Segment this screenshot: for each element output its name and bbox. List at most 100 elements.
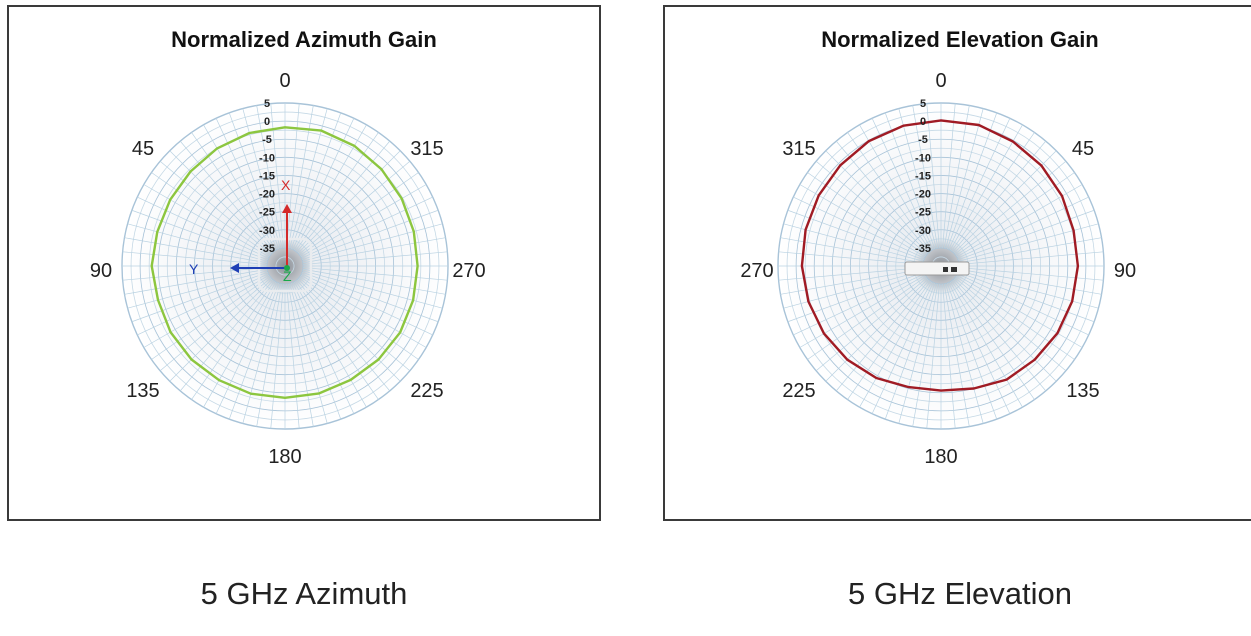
- grid-spoke: [951, 132, 1035, 252]
- grid-spoke: [859, 281, 933, 408]
- grid-spoke: [778, 267, 923, 281]
- elevation-polar-plot: 50-5-10-15-20-25-30-35045901351802252703…: [740, 70, 1136, 468]
- grid-spoke: [122, 251, 267, 265]
- grid-spoke: [949, 281, 1023, 408]
- angle-label: 225: [410, 380, 443, 402]
- grid-spoke: [957, 271, 1095, 323]
- device-body: [904, 261, 970, 276]
- grid-spoke: [799, 274, 926, 348]
- grid-spoke: [943, 105, 970, 249]
- grid-spoke: [292, 282, 355, 414]
- grid-spoke: [847, 132, 931, 252]
- grid-spoke: [958, 270, 1099, 309]
- x-axis-label: X: [281, 177, 291, 193]
- grid-spoke: [286, 284, 300, 429]
- grid-spoke: [302, 270, 443, 309]
- ring-label: -35: [259, 243, 275, 255]
- grid-spoke: [256, 283, 283, 427]
- grid-spoke: [912, 105, 939, 249]
- grid-spoke: [926, 284, 940, 429]
- grid-spoke: [301, 196, 433, 259]
- elevation-chart-panel: Normalized Elevation Gain 5 0 -5 -10 -15 -20-…: [663, 5, 1251, 521]
- ring-label: -25: [915, 207, 931, 219]
- grid-spoke: [871, 118, 934, 250]
- grid-spoke: [302, 223, 443, 262]
- azimuth-chart-panel: Normalized Azimuth Gain 5 0 -5 -10 -15 -20 -25…: [7, 5, 601, 521]
- grid-spoke: [956, 274, 1083, 348]
- grid-spoke: [124, 268, 268, 295]
- grid-spoke: [302, 237, 446, 264]
- grid-spoke: [793, 273, 925, 336]
- ring-label: -15: [915, 170, 931, 182]
- ring-label: 5: [920, 98, 926, 110]
- grid-spoke: [959, 251, 1104, 265]
- grid-spoke: [256, 105, 283, 249]
- grid-spoke: [815, 277, 928, 372]
- ring-label: -20: [259, 189, 275, 201]
- grid-spoke: [799, 184, 926, 258]
- x-arrow-head: [282, 204, 292, 213]
- angle-label: 315: [782, 138, 815, 160]
- grid-spoke: [926, 103, 940, 248]
- angle-label: 90: [1114, 260, 1136, 282]
- grid-spoke: [807, 276, 927, 360]
- grid-spoke: [293, 281, 367, 408]
- grid-spoke: [780, 268, 924, 295]
- grid-spoke: [959, 267, 1104, 281]
- elevation-chart-title: Normalized Elevation Gain: [821, 27, 1099, 52]
- ring-label: -5: [262, 134, 272, 146]
- grid-spoke: [302, 268, 446, 295]
- grid-spoke: [228, 112, 280, 250]
- ring-label: 5: [264, 98, 270, 110]
- grid-spoke: [945, 283, 984, 424]
- grid-spoke: [957, 273, 1089, 336]
- angle-label: 0: [279, 70, 290, 92]
- grid-spoke: [124, 237, 268, 264]
- grid-spoke: [301, 271, 439, 323]
- grid-spoke: [783, 223, 924, 262]
- grid-spoke: [954, 160, 1067, 255]
- grid-spoke: [943, 283, 970, 427]
- ring-label: -10: [259, 152, 275, 164]
- grid-spoke: [958, 223, 1099, 262]
- grid-spoke: [169, 150, 273, 254]
- grid-spoke: [787, 271, 925, 323]
- grid-spoke: [169, 278, 273, 382]
- grid-spoke: [300, 184, 427, 258]
- grid-spoke: [296, 279, 391, 392]
- grid-spoke: [127, 223, 268, 262]
- grid-spoke: [871, 282, 934, 414]
- grid-spoke: [859, 124, 933, 251]
- azimuth-caption: 5 GHz Azimuth: [200, 576, 408, 611]
- z-axis-dot: [284, 265, 290, 271]
- grid-spoke: [958, 237, 1102, 264]
- grid-spoke: [137, 196, 269, 259]
- grid-spoke: [955, 276, 1075, 360]
- grid-spoke: [127, 270, 268, 309]
- grid-spoke: [884, 112, 936, 250]
- device-outline: [257, 237, 313, 293]
- grid-spoke: [898, 283, 937, 424]
- grid-spoke: [131, 271, 269, 323]
- grid-spoke: [289, 283, 328, 424]
- angle-label: 180: [924, 446, 957, 468]
- ring-label: -20: [915, 189, 931, 201]
- ring-label: -15: [259, 170, 275, 182]
- grid-spoke: [179, 279, 274, 392]
- grid-spoke: [215, 118, 278, 250]
- grid-spoke: [290, 282, 342, 420]
- grid-spoke: [299, 276, 419, 360]
- polar-grid: [121, 102, 449, 430]
- grid-spoke: [191, 132, 275, 252]
- grid-spoke: [912, 283, 939, 427]
- angle-label: 135: [126, 380, 159, 402]
- grid-spoke: [143, 184, 270, 258]
- grid-spoke: [952, 140, 1047, 253]
- grid-spoke: [300, 274, 427, 348]
- grid-spoke: [835, 140, 930, 253]
- grid-spoke: [270, 103, 284, 248]
- ring-label: -30: [259, 225, 275, 237]
- grid-spoke: [946, 112, 998, 250]
- y-arrow-head: [230, 263, 239, 273]
- grid-spoke: [295, 132, 379, 252]
